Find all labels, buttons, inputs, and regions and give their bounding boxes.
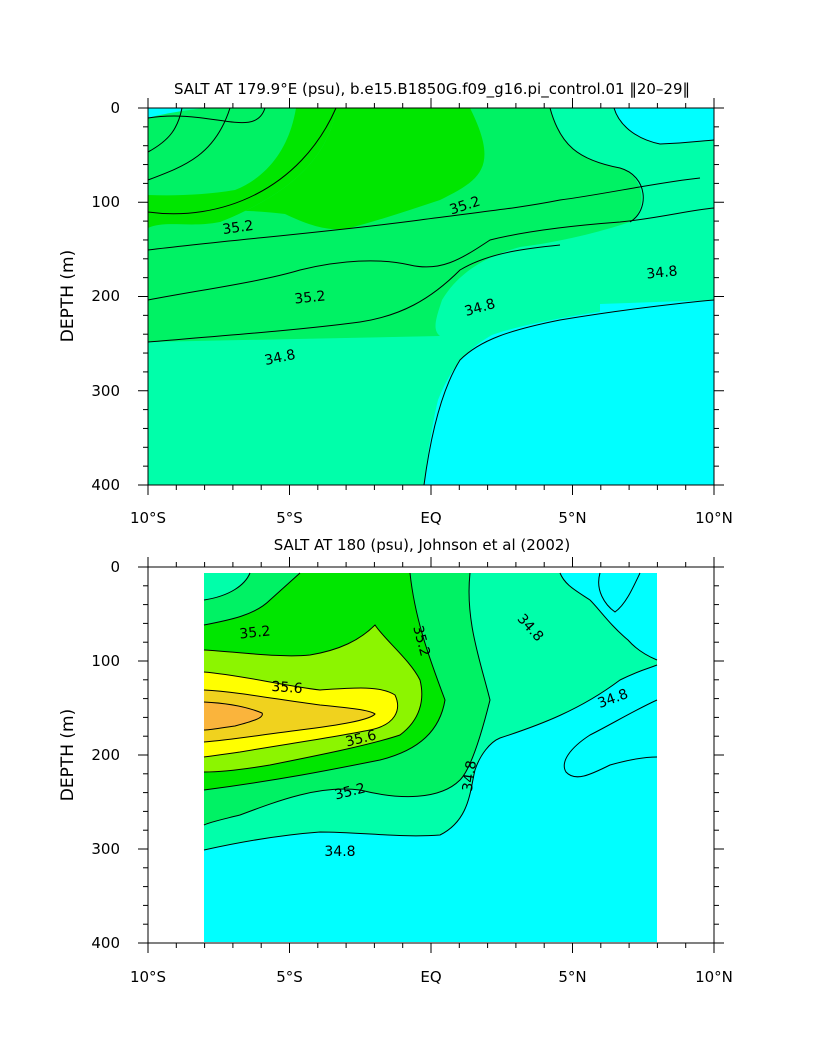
x-tick-label: 5°S [276,509,303,527]
model-fill-35.2-core [148,108,485,230]
model-contour-fills [148,108,714,485]
x-tick-label: 5°N [558,968,586,986]
x-tick-label: 10°N [695,509,733,527]
model-contour-label: 34.8 [646,263,679,282]
y-tick-label: 0 [110,99,120,117]
model-contour-line [147,107,183,153]
y-tick-label: 200 [91,287,120,305]
model-contour-line [423,299,715,486]
panel-obs-title: SALT AT 180 (psu), Johnson et al (2002) [274,536,571,554]
obs-contour-label: 35.2 [239,623,272,642]
obs-contour-line [203,572,491,826]
obs-contour-label: 35.6 [271,679,303,697]
model-contour-line [147,107,266,124]
y-tick-label: 300 [91,840,120,858]
obs-fill-34.6-bottom [204,665,657,942]
obs-y-axis-label: DEPTH (m) [58,709,78,801]
model-y-axis-label: DEPTH (m) [58,250,78,342]
y-tick-label: 300 [91,382,120,400]
y-tick-label: 100 [91,193,120,211]
obs-contour-line [598,572,641,613]
obs-contour-line [559,572,658,661]
model-contour-line [147,244,561,343]
model-contour-lines [147,107,715,486]
obs-fill-36.0 [204,702,263,730]
y-tick-label: 200 [91,746,120,764]
obs-fill-34.6-top-right [560,573,657,660]
y-tick-label: 0 [110,558,120,576]
obs-contour-label: 34.8 [460,759,480,792]
obs-y-tick-labels: 0 100 200 300 400 [91,558,120,952]
x-tick-label: EQ [420,509,441,527]
y-tick-label: 400 [91,476,120,494]
obs-contour-label: 35.2 [409,624,433,658]
obs-contour-lines [203,572,658,851]
model-contour-line [147,177,701,251]
x-tick-label: 5°N [558,509,586,527]
model-contour-label: 35.2 [221,218,254,238]
obs-contour-line [563,699,658,778]
x-tick-label: 10°N [695,968,733,986]
model-x-tick-labels: 10°S 5°S EQ 5°N 10°N [130,509,733,527]
model-contour-line [147,107,231,181]
model-contour-label: 35.2 [294,288,327,307]
panel-obs: SALT AT 180 (psu), Johnson et al (2002) [58,536,733,986]
obs-contour-label: 35.2 [333,780,367,803]
model-contour-line [147,207,715,301]
model-ticks [138,98,724,495]
obs-contour-line [203,689,376,743]
y-tick-label: 400 [91,934,120,952]
x-tick-label: EQ [420,968,441,986]
panel-model: SALT AT 179.9°E (psu), b.e15.B1850G.f09_… [58,80,733,527]
obs-contour-label: 34.8 [324,844,355,860]
obs-contour-line [203,624,423,773]
model-fill-34.6-upper-right [614,108,714,144]
obs-contour-line [203,572,301,626]
model-contour-line [549,107,644,223]
obs-x-tick-labels: 10°S 5°S EQ 5°N 10°N [130,968,733,986]
model-contour-line [613,107,715,145]
model-fill-34.6-bottom-right-2 [600,300,714,485]
y-tick-label: 100 [91,652,120,670]
obs-contour-line [203,671,399,758]
obs-contour-line [203,664,658,851]
obs-contour-line [203,701,263,731]
model-fill-35.2-left [148,108,336,222]
obs-contour-line [203,572,251,601]
model-fill-35.0-left-top [148,108,265,180]
obs-fill-35.8 [204,690,375,742]
model-y-tick-labels: 0 100 200 300 400 [91,99,120,494]
model-contour-label: 34.8 [263,347,297,369]
obs-ticks [138,557,724,953]
obs-contour-label: 35.6 [344,727,378,750]
x-tick-label: 10°S [130,968,166,986]
x-tick-label: 10°S [130,509,166,527]
obs-contour-line [203,572,446,791]
obs-contour-fills [204,573,657,942]
panel-model-title: SALT AT 179.9°E (psu), b.e15.B1850G.f09_… [174,80,690,99]
x-tick-label: 5°S [276,968,303,986]
model-contour-line [147,107,337,215]
